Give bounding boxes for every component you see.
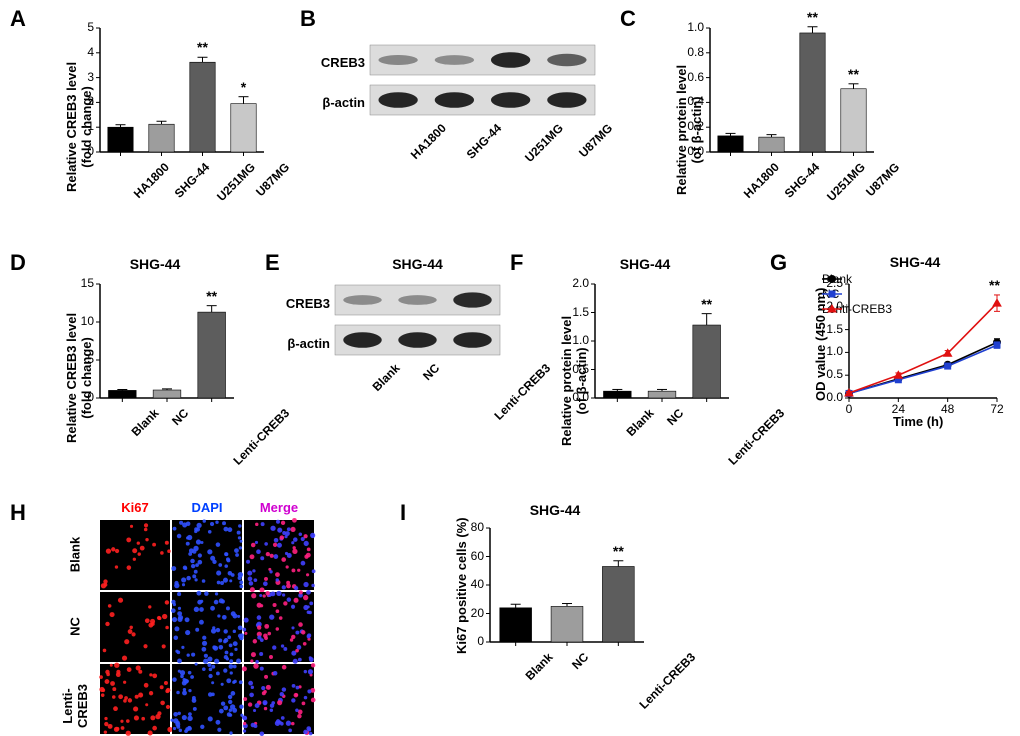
svgA-ytick: 4 bbox=[68, 45, 94, 59]
svgA-sig: ** bbox=[193, 39, 213, 55]
chart-C bbox=[680, 20, 880, 170]
micrograph bbox=[172, 664, 242, 734]
h-row: Blank bbox=[68, 525, 83, 585]
svgF-ytick: 2.0 bbox=[563, 276, 589, 290]
svgA-sig: * bbox=[234, 79, 254, 95]
blot-B bbox=[370, 45, 595, 125]
svgC-sig: ** bbox=[803, 9, 823, 25]
micrograph bbox=[100, 664, 170, 734]
svgD-sig: ** bbox=[202, 288, 222, 304]
svgA-ylabel: Relative CREB3 level(fold change) bbox=[64, 62, 94, 192]
svgBlotE-lane: Lenti-CREB3 bbox=[491, 361, 553, 423]
svgD-ytick: 15 bbox=[68, 276, 94, 290]
legend-NC: NC bbox=[822, 287, 839, 301]
h-row: NC bbox=[68, 597, 83, 657]
g-sig: ** bbox=[989, 277, 1000, 293]
micrograph bbox=[100, 520, 170, 590]
micrograph bbox=[244, 520, 314, 590]
micrograph bbox=[100, 592, 170, 662]
svgD-ylabel: Relative CREB3 level(fold change) bbox=[64, 313, 94, 443]
micrograph bbox=[244, 592, 314, 662]
label-D: D bbox=[10, 250, 26, 276]
panelE-title: SHG-44 bbox=[335, 256, 500, 272]
panelF-title: SHG-44 bbox=[585, 256, 705, 272]
micrograph bbox=[172, 592, 242, 662]
label-F: F bbox=[510, 250, 523, 276]
svgC-sig: ** bbox=[844, 66, 864, 82]
svgC-ytick: 0.8 bbox=[678, 45, 704, 59]
figure: A B C D E F G H I CREB3 β-actin SHG-44 C… bbox=[0, 0, 1020, 730]
micrograph bbox=[244, 664, 314, 734]
svgBlotB-lane: HA1800 bbox=[408, 121, 449, 162]
chart-A bbox=[70, 20, 270, 170]
label-G: G bbox=[770, 250, 787, 276]
g-xlabel: Time (h) bbox=[893, 414, 943, 429]
blotE-row-creb3: CREB3 bbox=[275, 296, 330, 311]
g-xtick: 0 bbox=[837, 402, 861, 416]
panelG-title: SHG-44 bbox=[855, 254, 975, 270]
svgF-ylabel: Relative protein level(of β-actin) bbox=[559, 316, 589, 446]
svgBlotB-lane: U251MG bbox=[522, 121, 566, 165]
g-xtick: 72 bbox=[985, 402, 1009, 416]
label-H: H bbox=[10, 500, 26, 526]
micrograph bbox=[172, 520, 242, 590]
blot-E bbox=[335, 285, 500, 365]
svgC-ytick: 1.0 bbox=[678, 20, 704, 34]
panelI-title: SHG-44 bbox=[490, 502, 620, 518]
h-row: Lenti-CREB3 bbox=[60, 676, 90, 736]
label-A: A bbox=[10, 6, 26, 32]
svgBlotB-lane: SHG-44 bbox=[464, 121, 505, 162]
legend-Blank: Blank bbox=[822, 272, 852, 286]
blotE-row-actin: β-actin bbox=[275, 336, 330, 351]
svgI-sig: ** bbox=[608, 543, 628, 559]
svgI-ylabel: Ki67 positive cells (%) bbox=[454, 517, 469, 654]
svgA-ytick: 5 bbox=[68, 20, 94, 34]
label-C: C bbox=[620, 6, 636, 32]
label-I: I bbox=[400, 500, 406, 526]
svgF-sig: ** bbox=[697, 296, 717, 312]
panelD-title: SHG-44 bbox=[95, 256, 215, 272]
svgC-ylabel: Relative protein level(of β-actin) bbox=[674, 65, 704, 195]
svgBlotE-lane: Blank bbox=[369, 361, 402, 394]
label-B: B bbox=[300, 6, 316, 32]
blot-row-creb3: CREB3 bbox=[310, 55, 365, 70]
h-col-Merge: Merge bbox=[244, 500, 314, 515]
blot-row-actin: β-actin bbox=[310, 95, 365, 110]
chart-I bbox=[460, 520, 650, 660]
h-col-Ki67: Ki67 bbox=[100, 500, 170, 515]
legend-Lenti-CREB3: Lenti-CREB3 bbox=[822, 302, 892, 316]
h-col-DAPI: DAPI bbox=[172, 500, 242, 515]
svgBlotB-lane: U87MG bbox=[576, 121, 615, 160]
label-E: E bbox=[265, 250, 280, 276]
